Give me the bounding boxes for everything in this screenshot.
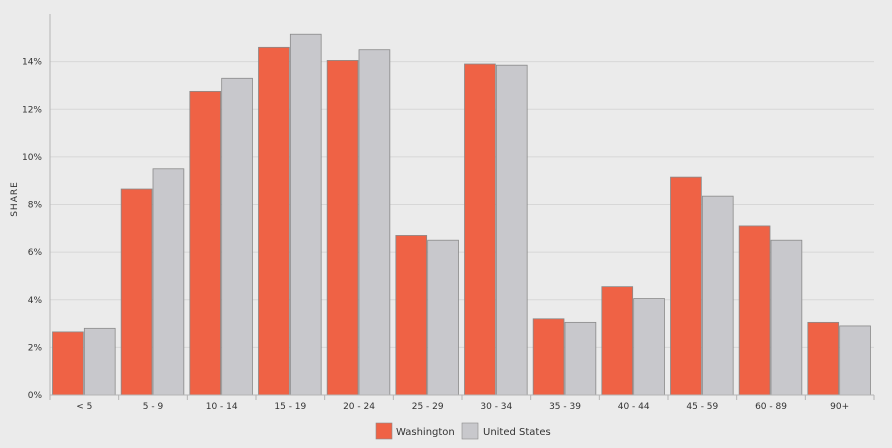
bar-washington [326,60,359,396]
y-tick-label: 10% [22,153,42,163]
x-tick-label: 60 - 89 [755,402,787,412]
x-tick-label: 20 - 24 [343,402,375,412]
y-tick-label: 8% [28,201,43,211]
x-tick-label: 90+ [830,402,849,412]
bar-united-states [770,239,803,396]
bar-washington [258,46,290,396]
x-tick-label: 25 - 29 [412,402,444,412]
bars [52,33,871,396]
legend-swatch [461,422,479,440]
y-tick-label: 0% [28,391,43,401]
bar-united-states [495,64,528,396]
x-tick-label: < 5 [76,402,92,412]
bar-washington [464,63,496,396]
bar-united-states [564,321,597,396]
y-tick-label: 14% [22,58,42,68]
bar-united-states [152,168,185,396]
y-tick-label: 4% [28,296,43,306]
bar-united-states [427,239,459,396]
legend: Washington United States [375,422,551,440]
gridlines: 0% 2% 4% 6% 8% 10% 12% 14% [22,58,874,401]
y-axis-label: SHARE [10,181,20,217]
bar-washington [807,321,840,396]
y-tick-label: 2% [28,343,43,353]
bar-united-states [83,327,116,396]
bar-washington [120,188,153,396]
y-tick-label: 6% [28,248,43,258]
bar-united-states [221,77,253,396]
x-tick-label: 40 - 44 [618,402,650,412]
x-tick-label: 35 - 39 [549,402,581,412]
bar-united-states [633,298,665,396]
x-tick-label: 30 - 34 [480,402,512,412]
bar-washington [52,331,84,396]
bar-washington [395,235,428,396]
legend-swatch [375,422,393,440]
bar-united-states [701,195,734,396]
bar-united-states [358,49,391,396]
x-tick-label: 15 - 19 [274,402,306,412]
bar-united-states [839,325,871,396]
x-tick-label: 5 - 9 [143,402,164,412]
bar-washington [532,318,565,396]
legend-label: Washington [396,427,455,438]
x-tick-label: 45 - 59 [686,402,718,412]
bar-washington [601,286,634,396]
bar-washington [738,225,771,396]
x-tick-label: 10 - 14 [206,402,238,412]
y-tick-label: 12% [22,105,42,115]
bar-washington [670,176,702,396]
axes: SHARE < 5 5 - 9 10 - 14 15 - 19 20 - 24 25 - … [10,14,875,412]
bar-united-states [289,33,322,396]
bar-washington [189,90,222,396]
legend-label: United States [483,427,551,438]
